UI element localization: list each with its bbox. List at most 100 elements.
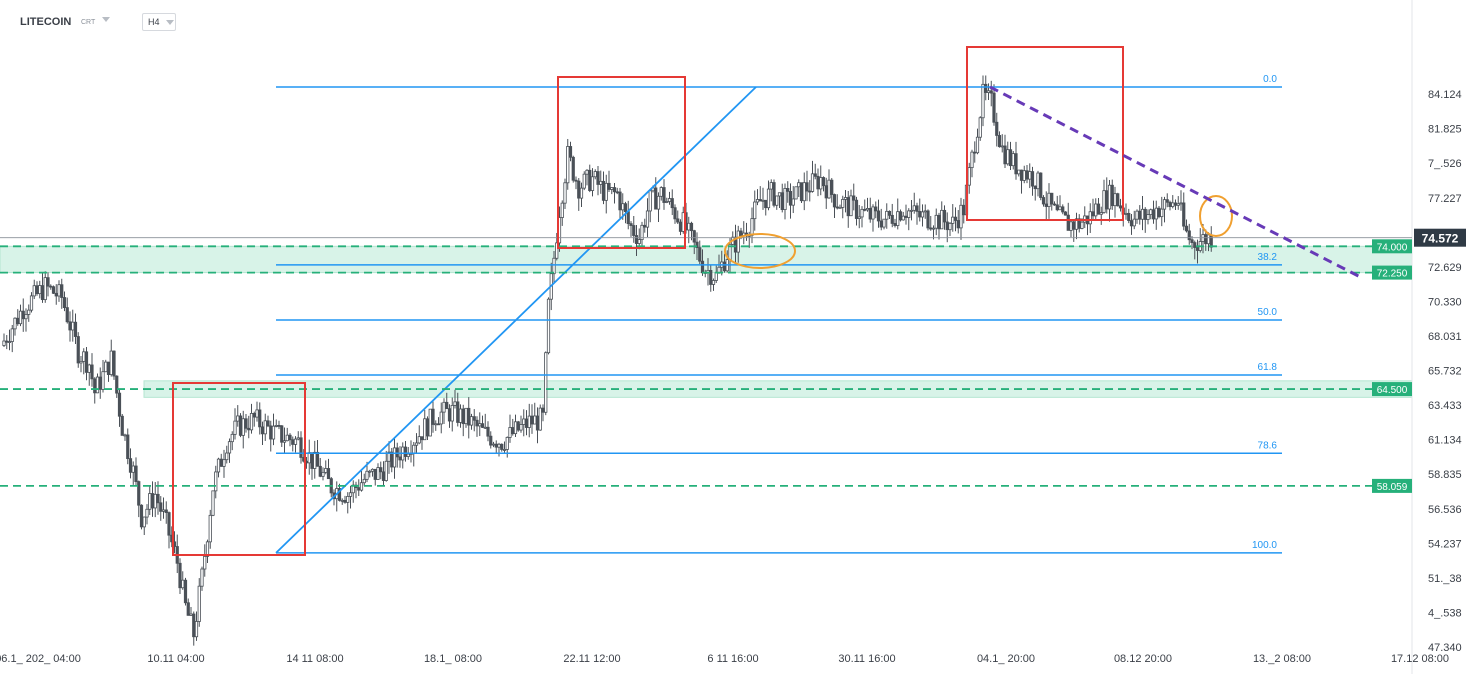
- candle-body: [959, 204, 963, 229]
- candle-body: [390, 451, 394, 468]
- candle-body: [942, 209, 947, 223]
- candle-body: [1116, 193, 1120, 207]
- candle-body: [915, 205, 919, 212]
- candle-body: [953, 216, 958, 221]
- candle-body: [384, 460, 388, 481]
- candle-body: [882, 218, 886, 228]
- candle-body: [626, 211, 630, 225]
- candle-body: [106, 361, 111, 375]
- candle-body: [315, 451, 320, 467]
- candle-body: [819, 177, 823, 190]
- timeframe-select[interactable]: H4: [142, 13, 176, 31]
- candle-body: [159, 502, 163, 512]
- candle-body: [1096, 203, 1101, 215]
- candle-body: [189, 613, 193, 616]
- candle-body: [98, 376, 102, 390]
- candle-body: [810, 173, 815, 192]
- candle-body: [698, 247, 702, 262]
- fib-level-label: 50.0: [1258, 307, 1278, 318]
- x-tick-label: 30.11 16:00: [838, 653, 895, 665]
- y-tick-label: 81.825: [1428, 124, 1462, 136]
- candle-body: [780, 192, 784, 210]
- candle-body: [937, 214, 941, 230]
- y-tick-label: 47.340: [1428, 642, 1462, 654]
- candle-body: [852, 195, 856, 201]
- candle-body: [1143, 208, 1147, 220]
- candle-body: [123, 434, 127, 437]
- candle-body: [841, 199, 845, 208]
- candle-body: [104, 361, 108, 373]
- candle-body: [1193, 242, 1197, 248]
- candle-body: [970, 151, 974, 169]
- candle-body: [260, 426, 265, 435]
- support-zone: [143, 380, 1413, 398]
- level-price-tag: [1372, 239, 1412, 254]
- level-price-label: 72.250: [1377, 269, 1408, 280]
- candle-body: [134, 465, 138, 482]
- candle-body: [456, 401, 460, 423]
- candle-body: [1124, 212, 1128, 215]
- candle-body: [5, 340, 9, 343]
- y-tick-label: 54.237: [1428, 538, 1462, 550]
- candle-body: [568, 146, 573, 158]
- candle-body: [1162, 199, 1167, 210]
- chevron-down-icon[interactable]: [102, 17, 110, 22]
- candle-body: [1019, 169, 1024, 181]
- candle-body: [156, 493, 160, 504]
- candle-body: [588, 169, 592, 191]
- candle-body: [51, 286, 56, 294]
- candle-body: [541, 407, 545, 413]
- candle-body: [1135, 210, 1139, 220]
- candle-body: [794, 186, 798, 200]
- candle-body: [79, 360, 83, 364]
- candle-body: [775, 195, 779, 206]
- y-tick-label: 68.031: [1428, 331, 1462, 343]
- candle-body: [1066, 214, 1070, 231]
- candle-body: [511, 427, 515, 435]
- highlight-circle: [724, 233, 796, 269]
- candle-body: [755, 199, 760, 203]
- fib-level-label: 78.6: [1258, 440, 1278, 451]
- candle-body: [1014, 153, 1018, 175]
- candle-body: [233, 420, 237, 435]
- candle-body: [497, 443, 501, 448]
- candle-body: [1187, 230, 1191, 241]
- fib-level-label: 100.0: [1252, 540, 1277, 551]
- candle-body: [280, 425, 284, 443]
- candle-body: [973, 151, 977, 154]
- candle-body: [1055, 204, 1059, 211]
- candle-body: [54, 292, 58, 297]
- candle-body: [16, 317, 20, 325]
- y-tick-label: 7_.526: [1428, 158, 1462, 170]
- candle-body: [1099, 212, 1103, 215]
- candle-body: [753, 201, 757, 220]
- symbol-label[interactable]: LITECOIN: [20, 16, 72, 28]
- candle-body: [604, 182, 608, 201]
- candle-body: [1003, 145, 1007, 165]
- candle-body: [73, 321, 78, 337]
- y-tick-label: 56.536: [1428, 504, 1462, 516]
- candle-body: [266, 420, 270, 427]
- x-tick-label: 17.12 08:00: [1391, 653, 1449, 665]
- candle-body: [68, 321, 72, 331]
- candle-body: [929, 227, 933, 230]
- y-tick-label: 51._38: [1428, 573, 1462, 585]
- candle-body: [659, 187, 663, 197]
- fib-trend-line: [275, 86, 757, 554]
- candle-body: [431, 408, 435, 425]
- candle-body: [1041, 197, 1046, 205]
- x-tick-label: 14 11 08:00: [286, 653, 343, 665]
- candle-body: [434, 423, 438, 426]
- candle-body: [808, 190, 812, 193]
- candle-body: [472, 416, 476, 421]
- candle-body: [893, 223, 897, 226]
- candle-body: [530, 415, 534, 425]
- candle-body: [761, 199, 765, 202]
- candle-body: [940, 209, 944, 230]
- candle-body: [599, 180, 603, 185]
- candle-body: [145, 508, 149, 518]
- candle-body: [478, 423, 482, 427]
- candle-body: [777, 192, 782, 197]
- candle-body: [519, 424, 523, 431]
